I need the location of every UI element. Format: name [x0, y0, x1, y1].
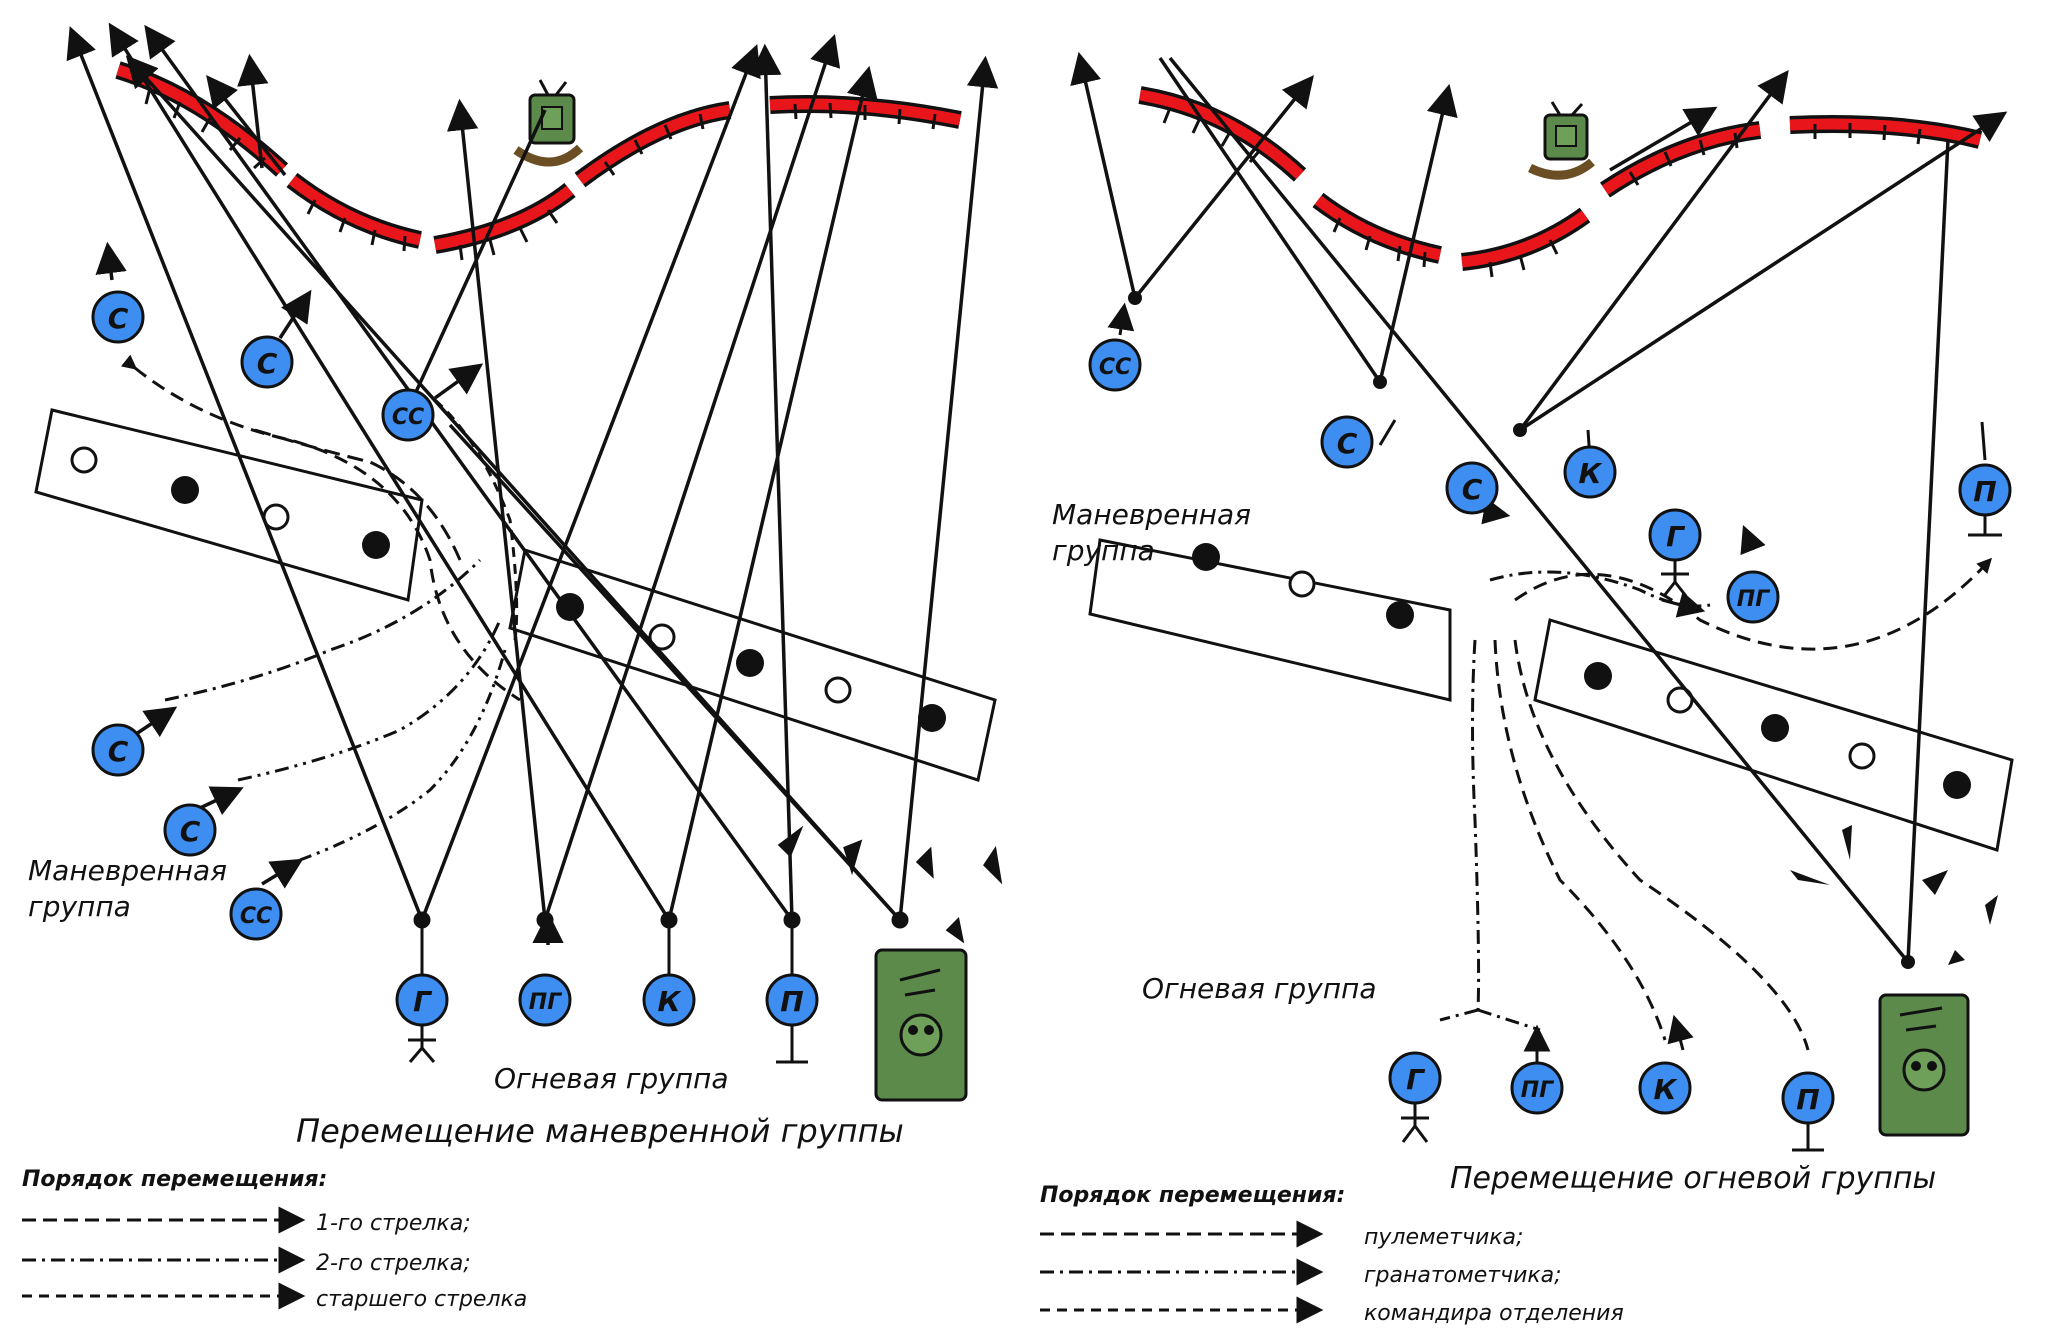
left-obstacle-wall: [34, 408, 997, 782]
right-fire-fans: [1790, 825, 1998, 965]
svg-text:Г: Г: [413, 985, 433, 1018]
svg-text:ПГ: ПГ: [529, 990, 562, 1015]
right-legend-item-3: командира отделения: [1364, 1301, 1624, 1326]
svg-text:С: С: [1462, 473, 1483, 506]
left-maneuver-label-2: группа: [28, 890, 131, 923]
right-enemy-trench: [1138, 86, 1983, 278]
right-panel: СС С С К Г ПГ П Г: [1040, 51, 2014, 1326]
left-unit-c2: С: [240, 335, 294, 389]
right-unit-p: П: [1781, 1071, 1835, 1152]
left-unit-p: П: [765, 973, 819, 1064]
right-unit-k-top: К: [1563, 445, 1617, 499]
left-unit-c4: С: [163, 803, 217, 857]
svg-text:С: С: [108, 735, 129, 768]
svg-text:К: К: [1579, 457, 1604, 490]
right-unit-p-top: П: [1958, 463, 2012, 537]
svg-text:К: К: [1654, 1073, 1679, 1106]
right-legend: Порядок перемещения: пулеметчика; гранат…: [1040, 1183, 1624, 1326]
right-bmp-vehicle-icon: [1878, 993, 1970, 1137]
left-fire-markers: [413, 825, 1003, 975]
svg-text:СС: СС: [1099, 355, 1131, 380]
left-panel: С С СС С С СС Г ПГ: [22, 22, 1003, 1312]
left-movement-paths: [120, 354, 521, 862]
left-unit-ss-bottom: СС: [229, 887, 283, 941]
right-legend-item-2: гранатометчика;: [1364, 1263, 1562, 1288]
left-maneuver-arrows: [95, 53, 902, 945]
right-enemy-vehicle-icon: [1528, 101, 1595, 180]
left-maneuver-label-1: Маневренная: [28, 854, 227, 887]
svg-text:СС: СС: [392, 405, 424, 430]
right-unit-k: К: [1638, 1061, 1692, 1115]
right-legend-item-1: пулеметчика;: [1364, 1225, 1523, 1250]
right-legend-title: Порядок перемещения:: [1040, 1183, 1345, 1208]
left-unit-c3: С: [91, 723, 145, 777]
right-unit-c-left: С: [1320, 415, 1374, 469]
left-legend: Порядок перемещения: 1-го стрелка; 2-го …: [22, 1167, 527, 1312]
svg-text:Г: Г: [1406, 1063, 1426, 1096]
right-maneuver-label-2: группа: [1052, 534, 1155, 567]
svg-text:П: П: [1796, 1083, 1819, 1116]
left-unit-pg: ПГ: [518, 973, 572, 1027]
svg-text:П: П: [1973, 475, 1996, 508]
left-unit-k: К: [642, 973, 696, 1027]
right-unit-g: Г: [1388, 1051, 1442, 1143]
right-attack-lines: [1070, 51, 2008, 964]
left-legend-item-1: 1-го стрелка;: [316, 1211, 471, 1236]
svg-text:С: С: [108, 302, 129, 335]
left-enemy-vehicle-icon: [513, 79, 584, 167]
svg-text:С: С: [180, 815, 201, 848]
svg-text:ПГ: ПГ: [1521, 1078, 1554, 1103]
right-maneuver-label-1: Маневренная: [1052, 498, 1251, 531]
svg-text:Г: Г: [1666, 520, 1686, 553]
right-unit-ss: СС: [1088, 338, 1142, 392]
svg-text:С: С: [257, 347, 278, 380]
right-unit-g-top: Г: [1648, 508, 1702, 597]
left-legend-title: Порядок перемещения:: [22, 1167, 327, 1192]
right-caption: Перемещение огневой группы: [1450, 1161, 1936, 1196]
right-unit-pg: ПГ: [1510, 1024, 1564, 1115]
left-fire-group-label: Огневая группа: [494, 1062, 729, 1095]
svg-text:К: К: [658, 985, 683, 1018]
right-movement-paths: [1439, 557, 1993, 1051]
left-legend-item-3: старшего стрелка: [316, 1287, 527, 1312]
left-caption: Перемещение маневренной группы: [296, 1112, 904, 1150]
svg-text:П: П: [780, 985, 803, 1018]
left-legend-item-2: 2-го стрелка;: [316, 1251, 471, 1276]
left-unit-g: Г: [395, 973, 449, 1063]
right-obstacle-wall: [1088, 538, 2014, 852]
svg-text:СС: СС: [240, 904, 272, 929]
right-unit-c-mid: С: [1445, 461, 1499, 515]
right-attack-markers: [1128, 291, 1915, 969]
left-bmp-vehicle-icon: [874, 948, 968, 1102]
right-fire-group-label: Огневая группа: [1142, 972, 1377, 1005]
svg-text:С: С: [1337, 427, 1358, 460]
left-unit-c1: С: [91, 290, 145, 344]
svg-text:ПГ: ПГ: [1737, 587, 1770, 612]
right-unit-pg-top: ПГ: [1726, 570, 1780, 624]
left-unit-ss-top: СС: [381, 388, 435, 442]
